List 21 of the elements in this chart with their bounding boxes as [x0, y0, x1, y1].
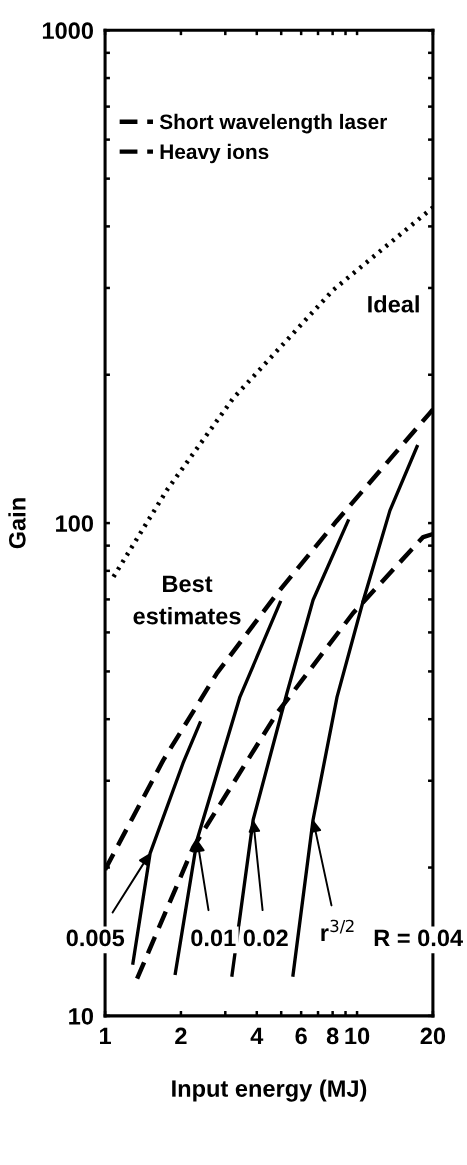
x-tick-label: 1 [100, 1027, 111, 1045]
y-tick-label: 10 [69, 1007, 93, 1025]
annotation: 0.005 [66, 929, 125, 947]
annotation: 0.02 [243, 929, 288, 947]
annotation: Best estimates [133, 575, 241, 625]
annotation: R = 0.04 [374, 929, 463, 947]
legend-label: Short wavelength laser [159, 113, 388, 134]
x-tick-label: 2 [175, 1027, 187, 1045]
annotation: Ideal [368, 295, 419, 313]
x-tick-label: 4 [250, 1027, 264, 1045]
annotation: r$^{3/2}$ [321, 919, 354, 941]
x-tick-label: 8 [326, 1027, 339, 1045]
annotation: 0.01 [191, 929, 236, 947]
x-tick-label: 10 [345, 1027, 370, 1045]
y-axis-title: Gain [8, 498, 26, 549]
y-tick-label: 1000 [42, 22, 93, 40]
y-tick-label: 100 [56, 515, 93, 532]
x-tick-label: 6 [295, 1027, 307, 1045]
x-axis-title: Input energy (MJ) [172, 1079, 367, 1102]
legend-label: Heavy ions [160, 143, 269, 164]
x-tick-label: 20 [420, 1027, 446, 1045]
